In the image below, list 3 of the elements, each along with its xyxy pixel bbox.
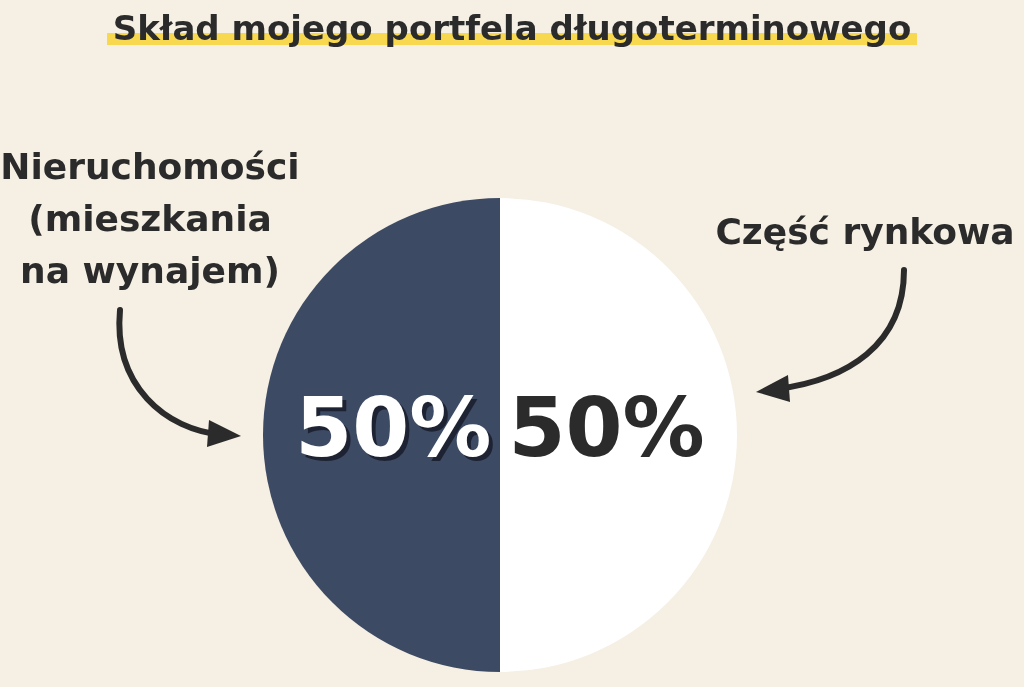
slice-label: Nieruchomości (mieszkania na wynajem) (0, 146, 300, 292)
data-label: 50% (508, 380, 705, 476)
slice-label: Część rynkowa (715, 211, 1015, 253)
